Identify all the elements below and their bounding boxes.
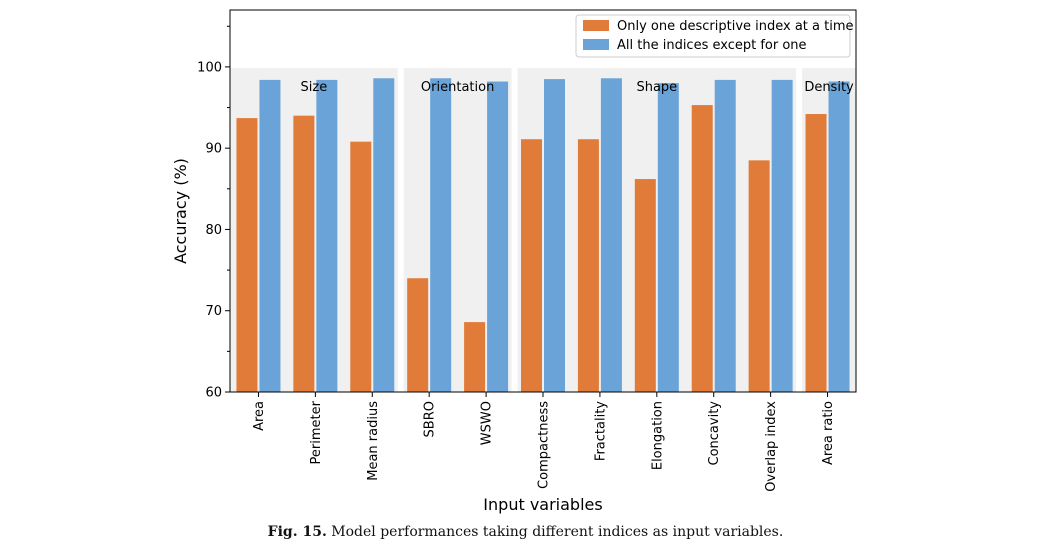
bar — [714, 79, 736, 392]
bar — [487, 81, 509, 392]
caption-text: Model performances taking different indi… — [326, 524, 784, 540]
caption-label: Fig. 15. — [267, 524, 327, 540]
bar — [691, 105, 713, 392]
x-tick-label: Area — [252, 401, 267, 431]
legend-swatch — [583, 39, 609, 50]
y-tick-label: 60 — [205, 386, 222, 401]
y-tick-label: 100 — [197, 60, 222, 75]
x-tick-label: Mean radius — [366, 401, 381, 481]
bar — [407, 278, 429, 392]
group-label: Shape — [636, 80, 677, 95]
bar — [634, 179, 656, 392]
x-tick-label: WSWO — [480, 401, 495, 445]
x-tick-label: Concavity — [707, 401, 722, 466]
legend-swatch — [583, 20, 609, 31]
group-label: Density — [804, 80, 854, 95]
y-tick-label: 80 — [205, 223, 222, 238]
x-tick-label: Elongation — [650, 401, 665, 470]
legend-label: Only one descriptive index at a time — [617, 19, 854, 34]
y-tick-label: 90 — [205, 142, 222, 157]
x-tick-label: Fractality — [593, 401, 608, 461]
x-axis: Area Perimeter Mean radius SBRO WSWO Compactn… — [252, 392, 836, 492]
bar — [657, 83, 679, 393]
bar — [771, 79, 793, 392]
legend-label: All the indices except for one — [617, 38, 807, 53]
legend: Only one descriptive index at a time All … — [575, 14, 854, 58]
bars — [236, 78, 850, 393]
y-tick-label: 70 — [205, 304, 222, 319]
x-axis-label: Input variables — [483, 495, 602, 514]
bar — [316, 79, 338, 392]
bar — [544, 79, 565, 392]
bar — [828, 81, 850, 392]
bar — [577, 139, 599, 392]
x-tick-label: SBRO — [423, 401, 438, 437]
x-tick-label: Area ratio — [821, 401, 836, 465]
bar — [430, 78, 452, 392]
figure-caption: Fig. 15. Model performances taking diffe… — [0, 524, 1051, 540]
bar — [350, 141, 372, 392]
legend-box — [575, 14, 851, 58]
bar — [236, 118, 258, 392]
bar — [748, 160, 770, 392]
y-axis: 60 70 80 90 100 — [197, 25, 230, 401]
bar — [259, 79, 281, 392]
group-label: Orientation — [421, 80, 494, 95]
bar — [521, 139, 542, 392]
y-axis-label: Accuracy (%) — [171, 158, 190, 264]
bar — [600, 78, 622, 392]
bar — [805, 114, 827, 392]
bar — [293, 115, 315, 392]
x-tick-label: Perimeter — [309, 400, 324, 464]
bar — [464, 322, 486, 392]
bar — [373, 78, 395, 392]
x-tick-label: Overlap index — [764, 401, 779, 492]
group-labels: Size Orientation Shape Density — [301, 80, 855, 95]
group-label: Size — [301, 80, 328, 95]
x-tick-label: Compactness — [537, 401, 552, 489]
